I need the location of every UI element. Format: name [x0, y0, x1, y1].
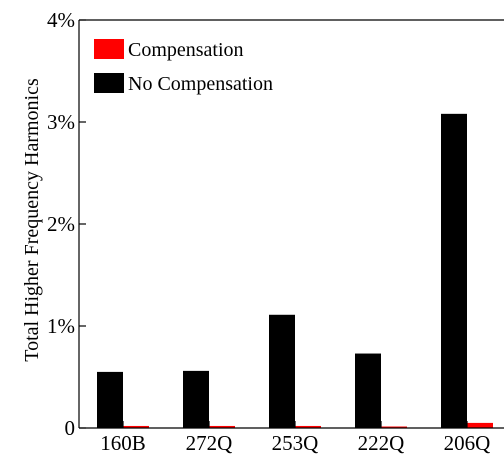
y-tick-label-0: 0 — [65, 416, 76, 440]
y-tick-label-1: 1% — [47, 314, 75, 338]
bar-compensation-272q — [209, 425, 235, 428]
x-tick-label-253q: 253Q — [272, 431, 319, 454]
legend-swatch-no-compensation — [94, 73, 124, 93]
bar-no-compensation-160b — [97, 371, 123, 428]
bar-no-compensation-206q — [441, 113, 467, 428]
bar-no-compensation-272q — [183, 370, 209, 428]
legend-label-compensation: Compensation — [128, 39, 244, 61]
bar-no-compensation-222q — [355, 353, 381, 428]
x-tick-label-206q: 206Q — [444, 431, 491, 454]
bar-no-compensation-253q — [269, 314, 295, 428]
legend-swatch-compensation — [94, 39, 124, 59]
y-tick-label-2: 2% — [47, 212, 75, 236]
legend-label-no-compensation: No Compensation — [128, 73, 273, 95]
ticks-layer: 0 1% 2% 3% 4% 160B 272Q 253Q 222Q 206Q — [47, 8, 490, 454]
bar-compensation-253q — [295, 425, 321, 428]
bars-layer — [97, 113, 493, 428]
x-tick-label-160b: 160B — [100, 431, 146, 454]
y-axis-label: Total Higher Frequency Harmonics — [21, 78, 43, 362]
bar-compensation-222q — [381, 426, 407, 428]
y-tick-label-3: 3% — [47, 110, 75, 134]
y-tick-label-4: 4% — [47, 8, 75, 32]
bar-compensation-160b — [123, 425, 149, 428]
bar-compensation-206q — [467, 422, 493, 428]
x-tick-label-222q: 222Q — [358, 431, 405, 454]
x-tick-label-272q: 272Q — [186, 431, 233, 454]
legend: Compensation No Compensation — [94, 39, 273, 95]
